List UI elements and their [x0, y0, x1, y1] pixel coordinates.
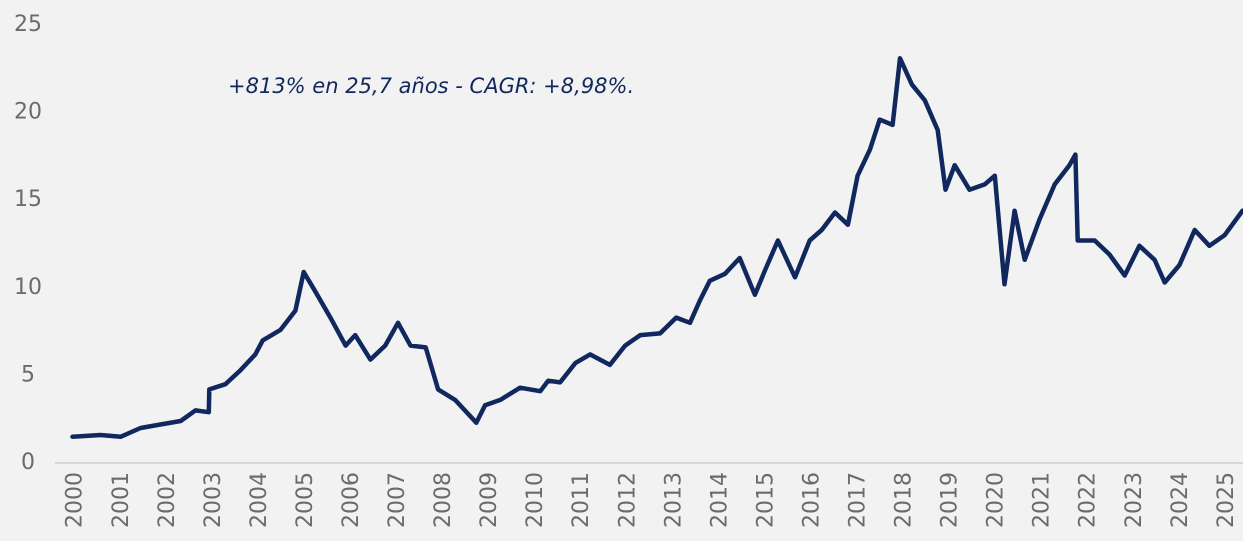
x-tick-label: 2000 [63, 472, 88, 528]
x-tick-label: 2008 [431, 472, 456, 528]
x-tick-label: 2007 [385, 472, 410, 528]
x-tick-label: 2004 [247, 472, 272, 528]
y-tick-label: 25 [14, 12, 42, 37]
y-tick-label: 15 [14, 187, 42, 212]
line-series [70, 56, 1243, 439]
x-tick-label: 2018 [892, 472, 917, 528]
x-tick-label: 2015 [753, 472, 778, 528]
x-tick-label: 2020 [984, 472, 1009, 528]
x-tick-label: 2006 [339, 472, 364, 528]
y-tick-label: 20 [14, 100, 42, 125]
x-tick-label: 2017 [846, 472, 871, 528]
x-tick-label: 2012 [615, 472, 640, 528]
x-tick-label: 2011 [569, 472, 594, 528]
x-tick-label: 2021 [1030, 472, 1055, 528]
y-tick-label: 0 [21, 450, 35, 475]
x-tick-label: 2010 [523, 472, 548, 528]
annotation: +813% en 25,7 años - CAGR: +8,98%. [228, 74, 634, 98]
y-tick-label: 5 [21, 362, 35, 387]
x-tick-label: 2009 [477, 472, 502, 528]
x-tick-label: 2002 [155, 472, 180, 528]
x-tick-label: 2013 [661, 472, 686, 528]
x-tick-label: 2023 [1122, 472, 1147, 528]
x-tick-label: 2022 [1076, 472, 1101, 528]
x-tick-label: 2001 [109, 472, 134, 528]
x-tick-label: 2014 [707, 472, 732, 528]
x-tick-label: 2003 [201, 472, 226, 528]
y-tick-label: 10 [14, 275, 42, 300]
x-tick-label: 2025 [1214, 472, 1239, 528]
x-tick-label: 2016 [799, 472, 824, 528]
x-tick-label: 2005 [293, 472, 318, 528]
x-tick-label: 2024 [1168, 472, 1193, 528]
x-tick-label: 2019 [938, 472, 963, 528]
